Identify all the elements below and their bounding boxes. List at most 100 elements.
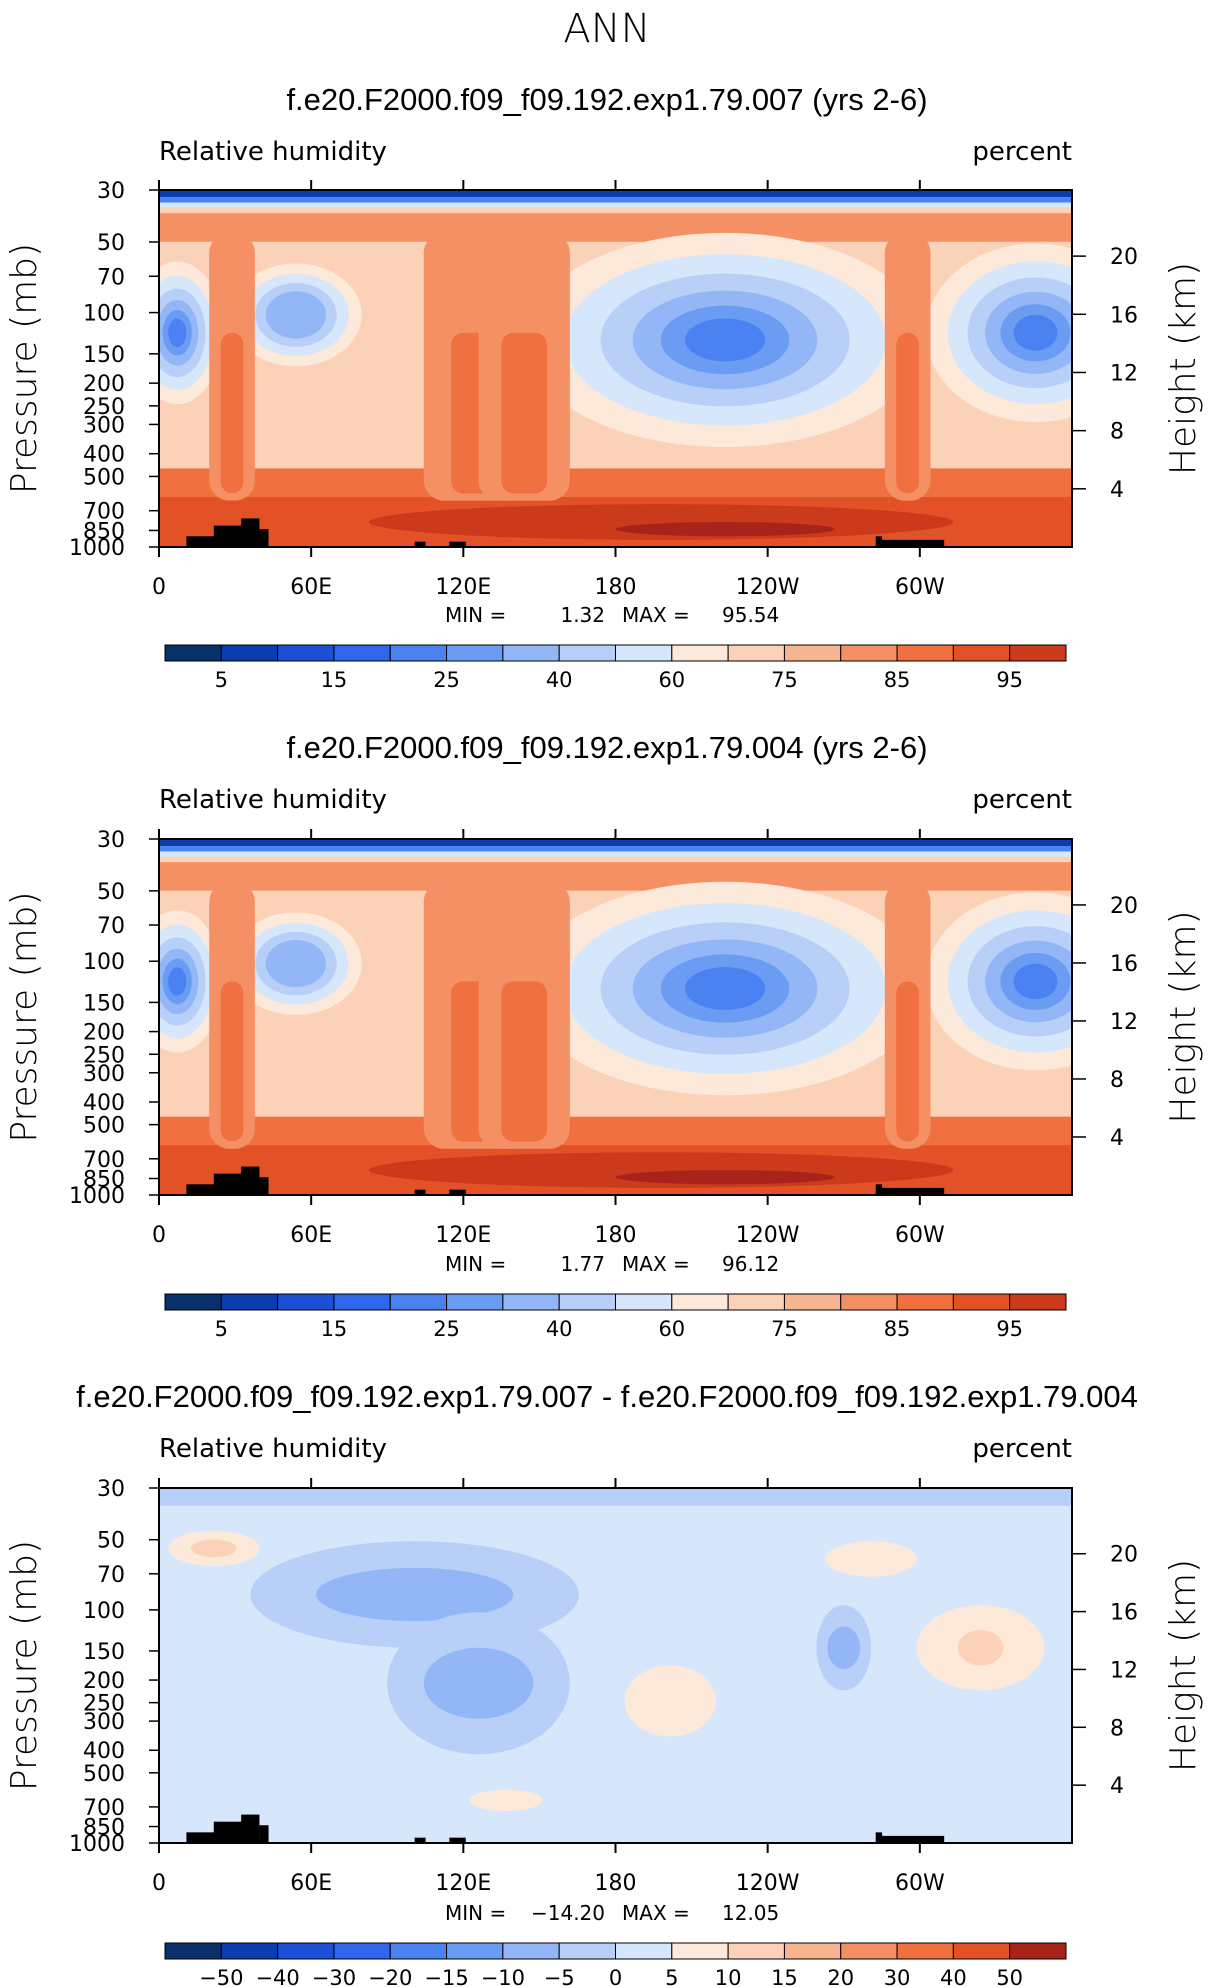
colorbar-swatch — [389, 1942, 448, 1960]
x-tick-label: 0 — [152, 575, 166, 600]
x-tick-label: 60W — [895, 1871, 945, 1896]
colorbar-label: 85 — [884, 668, 911, 692]
colorbar-swatch — [783, 1942, 842, 1960]
colorbar-label: 40 — [546, 1317, 573, 1341]
topography — [880, 1187, 945, 1195]
dry-lobe — [684, 967, 766, 1010]
y-tick-label: 500 — [83, 465, 125, 490]
variable-label: Relative humidity — [159, 1434, 387, 1464]
contour-field — [159, 839, 1072, 1195]
colorbar-swatch — [164, 1293, 222, 1311]
y-tick-label: 50 — [97, 1529, 125, 1554]
y-tick-label: 30 — [97, 179, 125, 204]
x-tick-label: 60E — [290, 1871, 332, 1896]
units-label: percent — [972, 137, 1072, 167]
strat-band — [159, 856, 1072, 863]
colorbar-label: −40 — [255, 1966, 299, 1987]
height-tick-label: 4 — [1110, 478, 1124, 503]
colorbar-swatch — [783, 644, 842, 662]
max-label: MAX = — [622, 603, 690, 627]
convective-core — [220, 332, 244, 494]
x-tick-label: 60E — [290, 1223, 332, 1248]
y-tick-label: 400 — [83, 1739, 125, 1764]
y-tick-label: 1000 — [69, 536, 125, 561]
colorbar-label: 25 — [433, 1317, 460, 1341]
y-tick-label: 200 — [83, 1021, 125, 1046]
colorbar-swatch — [840, 1293, 898, 1311]
height-tick-label: 12 — [1110, 1658, 1138, 1683]
colorbar-swatch — [220, 1293, 279, 1311]
convective-core — [896, 332, 920, 494]
dry-lobe — [1013, 314, 1058, 351]
colorbar-swatch — [558, 1293, 616, 1311]
y-tick-label: 150 — [83, 343, 125, 368]
colorbar-swatch — [277, 1293, 335, 1311]
y-tick-label: 500 — [83, 1114, 125, 1139]
colorbar-swatch — [952, 1942, 1011, 1960]
variable-label: Relative humidity — [159, 785, 387, 815]
topography — [259, 529, 269, 547]
colorbar-label: 15 — [771, 1966, 798, 1987]
units-label: percent — [972, 1434, 1072, 1464]
y-tick-label: 30 — [97, 1477, 125, 1502]
colorbar-label: 50 — [996, 1966, 1023, 1987]
colorbar-label: 0 — [609, 1966, 622, 1987]
y-tick-label: 700 — [83, 500, 125, 525]
colorbar-swatch — [446, 644, 504, 662]
colorbar-swatch — [277, 1942, 335, 1960]
y-tick-label: 850 — [83, 1168, 125, 1193]
colorbar-label: −20 — [368, 1966, 412, 1987]
y-tick-label: 400 — [83, 1091, 125, 1116]
colorbar-swatch — [446, 1293, 504, 1311]
y-axis-title-right: Height (km) — [1163, 910, 1204, 1123]
colorbar-label: 95 — [996, 668, 1023, 692]
colorbar-swatch — [896, 1942, 954, 1960]
dry-lobe — [168, 967, 187, 996]
colorbar-label: −10 — [481, 1966, 525, 1987]
colorbar-swatch — [220, 1942, 279, 1960]
topography — [449, 541, 466, 547]
y-axis-title: Pressure (mb) — [4, 243, 45, 494]
y-tick-label: 300 — [83, 413, 125, 438]
colorbar-swatch — [333, 1293, 391, 1311]
colorbar-swatch — [502, 1293, 560, 1311]
colorbar-swatch — [952, 1293, 1011, 1311]
colorbar-swatch — [502, 1942, 560, 1960]
colorbar-label: 40 — [940, 1966, 967, 1987]
y-tick-label: 150 — [83, 991, 125, 1016]
strat-band — [159, 197, 1072, 203]
max-value: 12.05 — [722, 1901, 779, 1925]
colorbar-swatch — [727, 1942, 785, 1960]
height-tick-label: 12 — [1110, 1010, 1138, 1035]
panel-title: f.e20.F2000.f09_f09.192.exp1.79.007 - f.… — [76, 1379, 1138, 1414]
y-tick-label: 700 — [83, 1148, 125, 1173]
min-label: MIN = — [445, 1252, 506, 1276]
y-tick-label: 300 — [83, 1710, 125, 1735]
colorbar-label: 10 — [715, 1966, 742, 1987]
strat-band — [159, 202, 1072, 208]
colorbar: −50 −40 −30 −20 −15 −10 −5 0 5 10 15 20 30 40 50 — [164, 1942, 1067, 1987]
y-tick-label: 70 — [97, 914, 125, 939]
y-axis-title-right: Height (km) — [1163, 1559, 1204, 1772]
y-tick-label: 250 — [83, 1043, 125, 1068]
colorbar-swatch — [1009, 644, 1067, 662]
negative-anomaly — [827, 1626, 861, 1670]
height-tick-label: 4 — [1110, 1774, 1124, 1799]
colorbar-swatch — [840, 644, 898, 662]
convective-core — [501, 332, 548, 494]
panel-2: f.e20.F2000.f09_f09.192.exp1.79.004 (yrs… — [4, 730, 1204, 1341]
positive-anomaly — [469, 1789, 543, 1812]
panel-3: f.e20.F2000.f09_f09.192.exp1.79.007 - f.… — [4, 1379, 1204, 1987]
height-tick-label: 12 — [1110, 361, 1138, 386]
x-tick-label: 60W — [895, 575, 945, 600]
dry-lobe — [265, 291, 327, 339]
y-axis-title: Pressure (mb) — [4, 891, 45, 1142]
colorbar-label: 25 — [433, 668, 460, 692]
y-tick-label: 500 — [83, 1762, 125, 1787]
y-tick-label: 1000 — [69, 1832, 125, 1857]
min-label: MIN = — [445, 603, 506, 627]
height-tick-label: 20 — [1110, 245, 1138, 270]
colorbar-swatch — [727, 644, 785, 662]
topography — [259, 1177, 269, 1195]
